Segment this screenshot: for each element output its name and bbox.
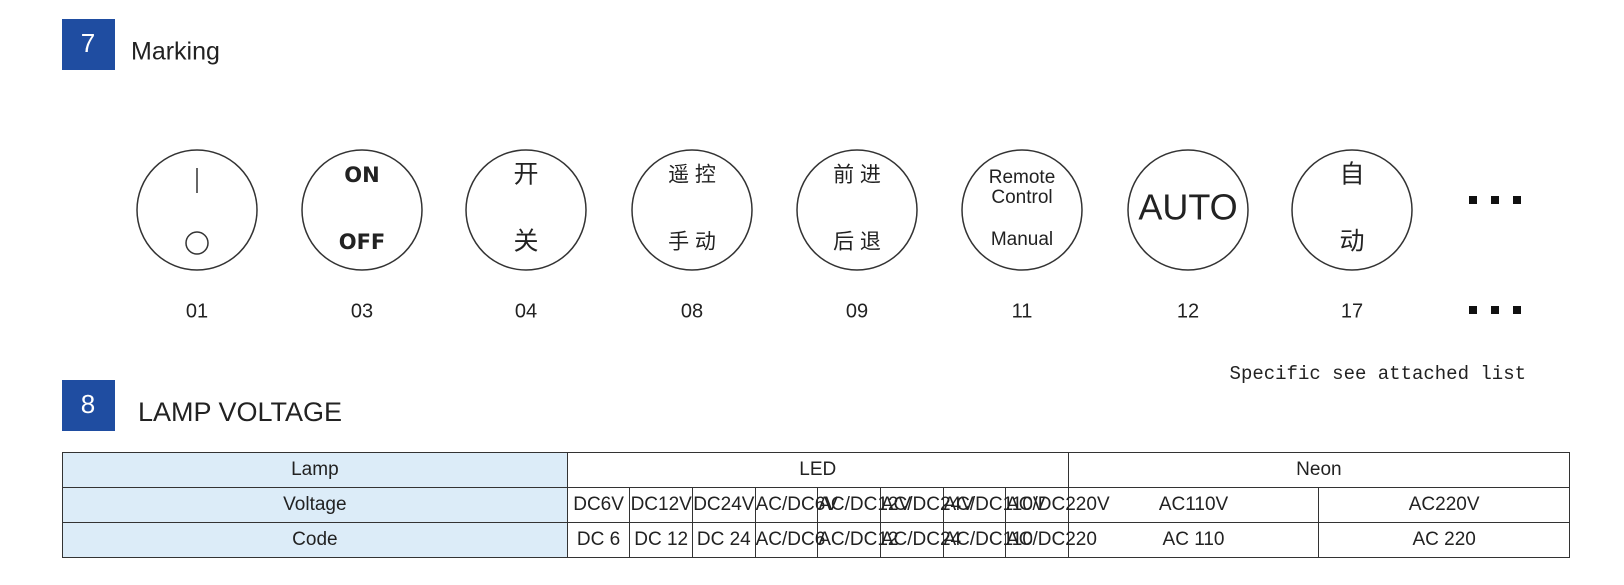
section-title: Marking: [131, 38, 220, 66]
table-cell: DC6V: [566, 487, 631, 523]
section-number: 7: [81, 28, 95, 58]
row-header: Lamp: [62, 452, 568, 488]
marking-code: 11: [1012, 300, 1033, 322]
section-number: 8: [81, 389, 95, 419]
table-cell: AC220V: [1318, 487, 1570, 523]
marking-code: 01: [186, 300, 208, 322]
table-cell: Neon: [1067, 452, 1571, 488]
table-cell: AC/DC24V: [879, 487, 974, 523]
table-cell: AC/DC12: [817, 522, 899, 558]
table-cell: AC/DC6V: [754, 487, 838, 523]
table-cell: AC110V: [1067, 487, 1320, 523]
section-badge: [62, 19, 115, 70]
table-cell: AC/DC12V: [817, 487, 911, 523]
marking-text: 前 进: [833, 164, 881, 187]
marking-text: Control: [991, 187, 1052, 208]
marking-circle: [136, 149, 258, 271]
section-title: LAMP VOLTAGE: [138, 397, 342, 427]
marking-code: 08: [681, 300, 703, 322]
table-cell: DC12V: [629, 487, 693, 523]
marking-circle: [465, 149, 587, 271]
marking-circle: [1127, 149, 1249, 271]
table-cell: AC/DC6: [754, 522, 825, 558]
marking-text: 遥 控: [668, 164, 716, 187]
table-cell: DC 6: [566, 522, 631, 558]
row-header: Code: [62, 522, 568, 558]
table-cell: AC/DC220V: [1005, 487, 1110, 523]
table-row: Voltage DC6V DC12V DC24V AC/DC6V AC/DC12V AC/D…: [62, 487, 1570, 523]
marking-code: 12: [1177, 300, 1199, 322]
marking-text: Manual: [991, 229, 1053, 250]
table-cell: AC/DC24: [879, 522, 961, 558]
marking-text: 手 动: [668, 231, 716, 254]
marking-code: 03: [351, 300, 373, 322]
marking-code: 17: [1341, 300, 1363, 322]
table-cell: AC 220: [1318, 522, 1570, 558]
marking-code: 09: [846, 300, 868, 322]
marking-text: ON: [344, 163, 379, 187]
marking-circle: [796, 149, 918, 271]
marking-text: 自: [1339, 161, 1364, 189]
marking-circle: [1291, 149, 1413, 271]
table-cell: AC/DC110V: [942, 487, 1046, 523]
section-badge: [62, 380, 115, 431]
note: Specific see attached list: [1230, 363, 1526, 385]
marking-code: 04: [515, 300, 537, 322]
row-header: Voltage: [62, 487, 568, 523]
ellipsis: [1469, 196, 1521, 314]
marking-text: 关: [513, 228, 538, 256]
marking-text: 动: [1339, 228, 1364, 256]
symbol-off: [185, 231, 209, 255]
marking-text: Remote: [989, 167, 1056, 188]
marking-text: 后 退: [833, 231, 881, 254]
table-cell: AC/DC110: [942, 522, 1033, 558]
voltage-table: Lamp LED Neon Voltage DC6V DC12V DC24V AC/DC6V A…: [62, 452, 1571, 558]
marking-area: 7 Marking 8 LAMP VOLTAGE Specific see at…: [62, 19, 1526, 431]
table-cell: DC 12: [629, 522, 693, 558]
table-cell: AC 110: [1067, 522, 1320, 558]
marking-circle: [961, 149, 1083, 271]
marking-circle: [631, 149, 753, 271]
marking-text: OFF: [339, 230, 386, 254]
marking-circle: [301, 149, 423, 271]
marking-text: AUTO: [1138, 187, 1237, 228]
table-row: Code DC 6 DC 12 DC 24 AC/DC6 AC/DC12 AC/DC24 AC…: [62, 522, 1570, 558]
table-cell: LED: [566, 452, 1069, 488]
table-cell: AC/DC220: [1005, 522, 1097, 558]
table-cell: DC24V: [692, 487, 756, 523]
table-cell: DC 24: [692, 522, 756, 558]
marking-text: 开: [513, 161, 538, 189]
table-row: Lamp LED Neon: [62, 452, 1571, 488]
